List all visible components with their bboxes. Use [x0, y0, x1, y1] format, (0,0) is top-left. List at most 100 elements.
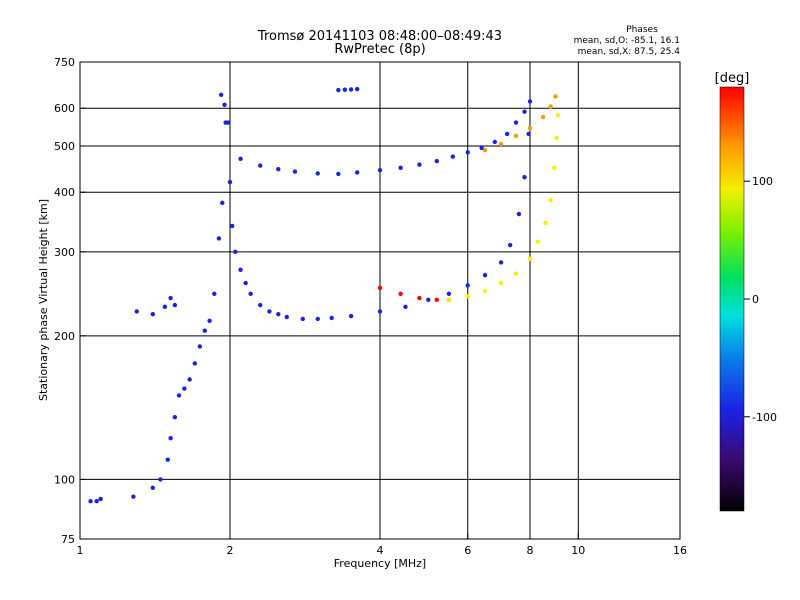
data-point [554, 135, 559, 141]
data-point [165, 457, 170, 462]
data-point [548, 104, 553, 109]
data-point [212, 291, 217, 296]
data-point [150, 311, 156, 317]
data-point [233, 249, 238, 255]
grid [80, 62, 680, 539]
data-point [553, 94, 558, 99]
colorbar-label: [deg] [715, 71, 750, 86]
data-point [479, 145, 484, 151]
data-point [434, 158, 439, 164]
x-tick-label: 8 [527, 544, 534, 557]
data-point [248, 291, 253, 296]
data-point [446, 291, 452, 296]
data-point [377, 285, 383, 291]
data-point [398, 291, 403, 296]
data-point [172, 302, 178, 308]
data-point [555, 113, 561, 118]
data-point [284, 314, 289, 320]
y-tick-label: 500 [54, 140, 75, 153]
data-point [276, 311, 281, 317]
data-point [398, 165, 403, 171]
data-point [315, 171, 320, 176]
data-point [300, 316, 306, 322]
x-tick-label: 1 [77, 544, 84, 557]
data-point [450, 154, 456, 159]
data-point [207, 318, 212, 324]
data-point [498, 280, 504, 286]
data-point [498, 260, 504, 265]
data-point [465, 150, 470, 155]
data-point [336, 87, 341, 93]
data-point [134, 309, 139, 314]
data-point [168, 436, 173, 441]
data-point [492, 139, 498, 145]
data-point [227, 179, 233, 185]
y-tick-label: 300 [54, 246, 75, 259]
data-point [507, 242, 513, 248]
chart-subtitle: RwPretec (8p) [334, 42, 425, 57]
data-point [176, 393, 182, 398]
phases-legend-title: Phases [626, 25, 658, 35]
y-tick-label: 200 [54, 330, 75, 343]
data-point [218, 92, 224, 98]
data-point [434, 297, 439, 302]
data-points [88, 86, 561, 504]
data-point [348, 313, 354, 319]
data-point [548, 197, 553, 203]
data-point [258, 163, 263, 168]
data-point [354, 170, 360, 175]
data-point [238, 156, 243, 162]
data-point [535, 239, 541, 244]
phases-legend-o: mean, sd,O: -85.1, 16.1 [574, 36, 680, 46]
x-tick-label: 4 [377, 544, 384, 557]
data-point [482, 147, 488, 153]
data-point [446, 297, 452, 302]
y-tick-label: 75 [61, 533, 75, 546]
chart-title: Tromsø 20141103 08:48:00–08:49:43 [257, 29, 502, 44]
data-point [526, 131, 531, 137]
data-point [162, 304, 168, 310]
y-tick-label: 400 [54, 186, 75, 199]
y-axis-ticks: 75 100 200 300 400 500 600 750 [54, 56, 86, 546]
data-point [187, 377, 192, 382]
data-point [222, 102, 227, 108]
data-point [552, 165, 557, 171]
data-point [98, 496, 103, 502]
data-point [276, 167, 281, 172]
data-point [182, 386, 187, 391]
x-tick-label: 10 [571, 544, 585, 557]
data-point [527, 99, 533, 104]
data-point [197, 344, 203, 349]
data-point [465, 294, 470, 299]
data-point [202, 328, 207, 333]
colorbar-tick-label: 0 [752, 293, 759, 306]
data-point [220, 200, 225, 206]
data-point [192, 361, 198, 366]
data-point [158, 477, 163, 482]
data-point [377, 309, 383, 314]
data-point [267, 309, 272, 314]
y-axis-label: Stationary phase Virtual Height [km] [37, 199, 50, 401]
data-point [522, 109, 527, 114]
data-point [482, 289, 488, 294]
x-tick-label: 2 [227, 544, 234, 557]
data-point [342, 87, 348, 92]
x-axis-label: Frequency [MHz] [334, 557, 426, 570]
data-point [348, 87, 354, 92]
data-point [527, 256, 533, 262]
colorbar [719, 86, 745, 512]
data-point [513, 120, 519, 125]
data-point [168, 295, 173, 301]
data-point [516, 211, 522, 217]
y-tick-label: 750 [54, 56, 75, 69]
data-point [482, 272, 488, 278]
data-point [172, 415, 178, 420]
data-point [403, 304, 408, 310]
data-point [229, 223, 235, 229]
data-point [417, 162, 422, 167]
colorbar-tick-label: -100 [752, 411, 777, 424]
data-point [329, 315, 334, 321]
y-tick-label: 100 [54, 473, 75, 486]
data-point [465, 283, 470, 288]
x-tick-label: 16 [673, 544, 687, 557]
